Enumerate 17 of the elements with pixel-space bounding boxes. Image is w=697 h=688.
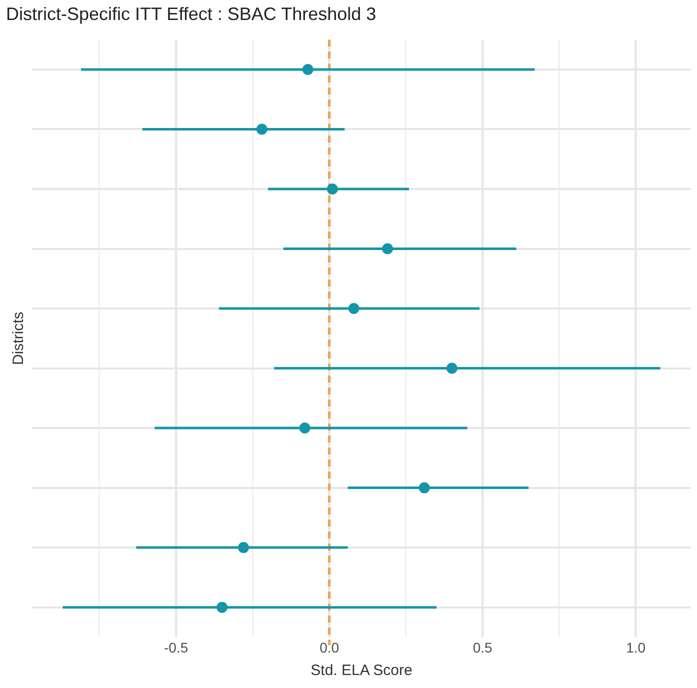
point — [382, 243, 394, 254]
chart-title: District-Specific ITT Effect : SBAC Threshold 3 — [6, 4, 376, 24]
point — [418, 482, 430, 494]
x-tick-label: 1.0 — [626, 639, 646, 656]
point — [302, 64, 314, 75]
point — [299, 422, 310, 434]
point — [326, 184, 338, 194]
point — [256, 124, 268, 135]
x-tick-label: 0.0 — [320, 639, 340, 656]
point — [216, 602, 228, 613]
x-axis-title: Std. ELA Score — [310, 662, 412, 680]
y-axis-title: Districts — [10, 312, 28, 366]
x-tick-label: 0.5 — [472, 639, 493, 656]
point — [446, 362, 458, 374]
x-tick-label: -0.5 — [164, 639, 188, 656]
point — [348, 303, 360, 314]
point — [238, 542, 249, 554]
